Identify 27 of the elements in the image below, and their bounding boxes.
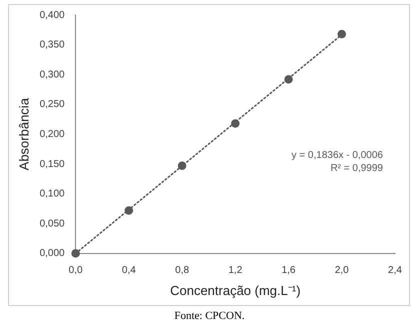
source-note: Fonte: CPCON. bbox=[173, 310, 246, 322]
x-tick-label: 0,0 bbox=[68, 265, 84, 276]
point bbox=[178, 162, 186, 170]
y-tick-label: 0,050 bbox=[40, 218, 66, 230]
y-tick-label: 0,250 bbox=[40, 99, 66, 110]
point bbox=[231, 119, 240, 128]
x-tick-label: 0,8 bbox=[175, 265, 190, 276]
annotation: R² = 0,9999 bbox=[330, 163, 384, 174]
y-tick-label: 0,150 bbox=[40, 158, 66, 170]
y-tick-label: 0,400 bbox=[40, 10, 66, 21]
x-tick-label: 1,2 bbox=[228, 265, 243, 276]
x-tick-label: 2,0 bbox=[334, 265, 350, 276]
y-tick-label: 0,000 bbox=[40, 248, 66, 260]
point bbox=[71, 249, 80, 258]
x-tick-label: 0,4 bbox=[122, 265, 136, 276]
y-tick-label: 0,350 bbox=[40, 40, 66, 51]
point bbox=[338, 30, 346, 38]
x-axis-title: Concentração (mg.L⁻¹) bbox=[170, 282, 301, 298]
x-tick-label: 2,4 bbox=[388, 265, 402, 276]
point bbox=[284, 75, 293, 84]
y-tick-label: 0,100 bbox=[40, 188, 66, 200]
x-tick-label: 1,6 bbox=[282, 265, 296, 276]
annotation: y = 0,1836x - 0,0006 bbox=[292, 150, 384, 162]
y-tick-label: 0,300 bbox=[40, 69, 66, 80]
point bbox=[124, 206, 134, 215]
y-axis-title: Absorbância bbox=[16, 97, 32, 170]
y-tick-label: 0,200 bbox=[40, 128, 66, 140]
